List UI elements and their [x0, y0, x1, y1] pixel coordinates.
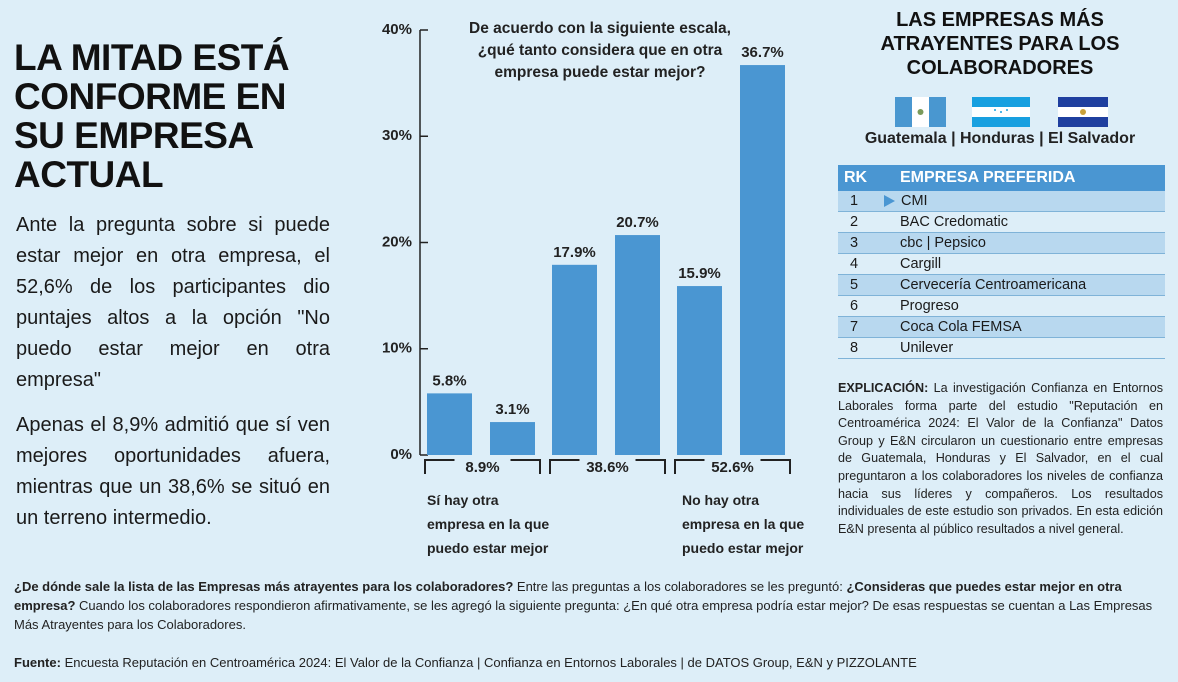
value-label: 3.1%: [495, 401, 529, 418]
chart-annotation: No hay otra empresa en la que puedo esta…: [682, 492, 805, 556]
explanation-label: EXPLICACIÓN:: [838, 381, 929, 395]
y-tick-label: 30%: [382, 127, 412, 144]
footer-question: ¿De dónde sale la lista de las Empresas …: [14, 579, 514, 594]
table-row: 7 Coca Cola FEMSA: [838, 316, 1165, 338]
column-header: EMPRESA PREFERIDA: [894, 165, 1165, 191]
footer-text: Entre las preguntas a los colaboradores …: [516, 579, 843, 594]
bar: [615, 235, 660, 455]
company-cell: cbc | Pepsico: [894, 232, 1165, 254]
column-header: RK: [838, 165, 894, 191]
ranking-table: RK EMPRESA PREFERIDA 1 CMI 2 BAC Credomatic…: [838, 165, 1165, 359]
countries: Guatemala | Honduras | El Salvador: [864, 130, 1136, 147]
company-cell: CMI: [884, 191, 1165, 212]
intro-paragraph: Apenas el 8,9% admitió que sí ven mejore…: [16, 414, 330, 529]
rank-cell: 5: [838, 274, 894, 296]
y-tick-label: 0%: [390, 446, 412, 463]
table-row: 3 cbc | Pepsico: [838, 232, 1165, 254]
company-cell: BAC Credomatic: [894, 211, 1165, 233]
explanation: EXPLICACIÓN: La investigación Confianza …: [838, 380, 1163, 538]
rank-cell: 2: [838, 211, 894, 233]
y-tick-label: 40%: [382, 21, 412, 38]
rank-cell: 8: [838, 337, 894, 359]
bar: [677, 286, 722, 455]
value-label: 5.8%: [432, 372, 466, 389]
rank-cell: 6: [838, 295, 894, 317]
company-cell: Cervecería Centroamericana: [894, 274, 1165, 296]
rank-cell: 7: [838, 316, 894, 338]
company-cell: Progreso: [894, 295, 1165, 317]
table-row: 5 Cervecería Centroamericana: [838, 274, 1165, 296]
company-cell: Coca Cola FEMSA: [894, 316, 1165, 338]
company-cell: Cargill: [894, 253, 1165, 275]
bar: [552, 264, 597, 455]
footer-question: ¿Consideras que puedes estar mejor en ot…: [14, 579, 1122, 613]
y-tick-label: 20%: [382, 233, 412, 250]
flag-guatemala: [895, 97, 946, 127]
value-label: 15.9%: [678, 265, 721, 282]
intro-paragraph: Ante la pregunta sobre si puede estar me…: [16, 214, 330, 391]
flag-el-salvador: [1058, 97, 1108, 127]
source-text: Encuesta Reputación en Centroamérica 202…: [64, 655, 917, 670]
group-label: 38.6%: [586, 459, 629, 476]
table-row: 1 CMI: [838, 191, 1165, 212]
flag-honduras: [972, 97, 1030, 127]
bar: [427, 393, 472, 455]
chart-annotation: Sí hay otra empresa en la que puedo esta…: [427, 492, 550, 556]
table-row: 2 BAC Credomatic: [838, 211, 1165, 233]
value-label: 20.7%: [616, 214, 659, 231]
ranking-title: LAS EMPRESAS MÁS ATRAYENTES PARA LOS COL…: [880, 9, 1120, 79]
group-label: 8.9%: [465, 459, 499, 476]
rank-cell: 3: [838, 232, 894, 254]
table-row: 8 Unilever: [838, 337, 1165, 359]
rank-cell: 4: [838, 253, 894, 275]
company-name: CMI: [901, 193, 928, 209]
table-body: 1 CMI 2 BAC Credomatic 3 cbc | Pepsico 4 Cargil…: [838, 191, 1165, 359]
rank-cell: 1: [838, 191, 894, 212]
y-tick-label: 10%: [382, 340, 412, 357]
headline: LA MITAD ESTÁ CONFORME EN SU EMPRESA ACT…: [14, 37, 290, 195]
marker: [884, 195, 895, 208]
footer-text: Cuando los colaboradores respondieron af…: [14, 598, 1153, 632]
value-label: 17.9%: [553, 244, 596, 261]
group-label-bg: [454, 458, 511, 478]
chart-title: De acuerdo con la siguiente escala, ¿qué…: [469, 20, 731, 81]
footer-note: ¿De dónde sale la lista de las Empresas …: [14, 577, 1166, 634]
explanation-text: La investigación Confianza en Entornos L…: [838, 381, 1163, 536]
company-cell: Unilever: [894, 337, 1165, 359]
group-label-bg: [579, 458, 636, 478]
table-row: 4 Cargill: [838, 253, 1165, 275]
source-label: Fuente:: [14, 655, 61, 670]
table-row: 6 Progreso: [838, 295, 1165, 317]
header-row: RK EMPRESA PREFERIDA: [838, 165, 1165, 191]
bar: [490, 422, 535, 455]
bar: [740, 65, 785, 455]
group-label-bg: [704, 458, 761, 478]
group-label: 52.6%: [711, 459, 754, 476]
source: Fuente: Encuesta Reputación en Centroamé…: [14, 655, 1166, 670]
flags: [895, 97, 1108, 127]
value-label: 36.7%: [741, 44, 784, 61]
bar-chart: 0% 10% 20% 30% 40% 5.8% 3.1% 17.9% 20.7% 15.9% 36.…: [381, 20, 791, 478]
